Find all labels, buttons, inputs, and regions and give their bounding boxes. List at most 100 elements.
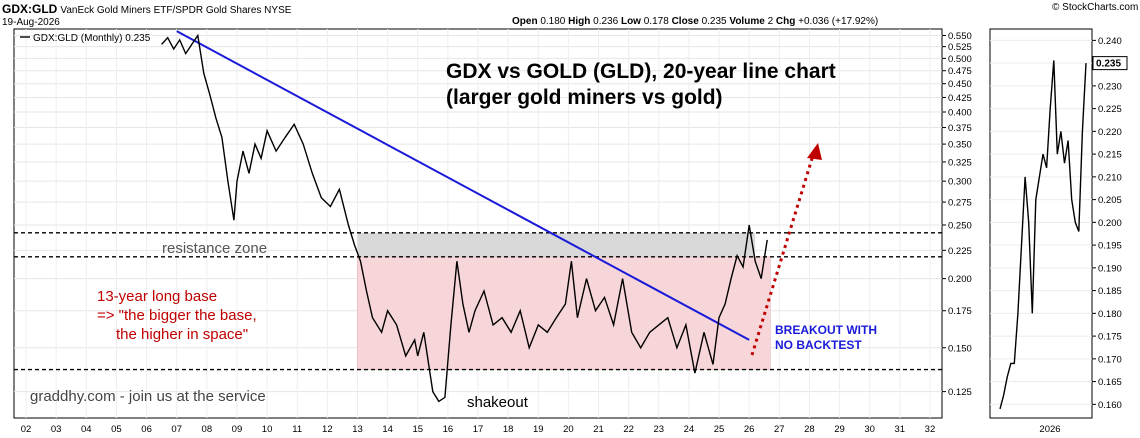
mini-last-value-tag: 0.235 bbox=[1092, 56, 1128, 71]
main-x-tick-label: 04 bbox=[81, 424, 92, 435]
main-x-tick-label: 30 bbox=[864, 424, 875, 435]
main-y-tick-label: 0.400 bbox=[948, 108, 972, 119]
main-y-tick-label: 0.125 bbox=[948, 387, 972, 398]
high-value: 0.236 bbox=[593, 16, 619, 27]
main-y-tick-label: 0.200 bbox=[948, 274, 972, 285]
main-x-tick-label: 32 bbox=[925, 424, 936, 435]
main-y-tick-label: 0.150 bbox=[948, 343, 972, 354]
mini-y-tick-label: 0.240 bbox=[1098, 36, 1122, 47]
main-x-tick-label: 13 bbox=[352, 424, 363, 435]
base-label-line2: => "the bigger the base, bbox=[97, 307, 257, 324]
main-x-tick-label: 29 bbox=[834, 424, 845, 435]
main-x-tick-label: 28 bbox=[804, 424, 815, 435]
main-y-tick-label: 0.175 bbox=[948, 306, 972, 317]
main-y-tick-label: 0.275 bbox=[948, 198, 972, 209]
main-x-tick-label: 06 bbox=[141, 424, 152, 435]
high-label: High bbox=[568, 16, 591, 27]
main-x-tick-label: 16 bbox=[443, 424, 454, 435]
main-x-tick-label: 23 bbox=[653, 424, 664, 435]
main-x-tick-label: 27 bbox=[774, 424, 785, 435]
watermark-label: graddhy.com - join us at the service bbox=[30, 388, 266, 405]
low-value: 0.178 bbox=[643, 16, 669, 27]
main-last-value-box bbox=[943, 0, 944, 1]
symbol-description: VanEck Gold Miners ETF/SPDR Gold Shares … bbox=[60, 5, 292, 16]
main-x-tick-label: 03 bbox=[51, 424, 62, 435]
main-x-tick-label: 07 bbox=[171, 424, 182, 435]
main-x-tick-label: 18 bbox=[503, 424, 514, 435]
open-value: 0.180 bbox=[540, 16, 566, 27]
main-x-tick-label: 14 bbox=[382, 424, 393, 435]
base-label-line3: the higher in space" bbox=[116, 326, 248, 343]
breakout-label-line2: NO BACKTEST bbox=[775, 338, 862, 352]
annotation-title-line1: GDX vs GOLD (GLD), 20-year line chart bbox=[446, 60, 836, 83]
main-x-tick-label: 20 bbox=[563, 424, 574, 435]
open-label: Open bbox=[512, 16, 538, 27]
volume-value: 2 bbox=[767, 16, 774, 27]
mini-y-tick-label: 0.230 bbox=[1098, 81, 1122, 92]
mini-y-tick-label: 0.215 bbox=[1098, 150, 1122, 161]
main-x-tick-label: 21 bbox=[593, 424, 604, 435]
mini-price-line bbox=[999, 60, 1087, 410]
mini-y-tick-label: 0.200 bbox=[1098, 218, 1122, 229]
mini-y-tick-label: 0.185 bbox=[1098, 286, 1122, 297]
main-y-tick-label: 0.525 bbox=[948, 42, 972, 53]
mini-x-axis: 2026 bbox=[1039, 424, 1060, 435]
main-y-tick-label: 0.425 bbox=[948, 93, 972, 104]
mini-y-tick-label: 0.160 bbox=[1098, 400, 1122, 411]
main-y-tick-label: 0.450 bbox=[948, 79, 972, 90]
mini-x-tick-label: 2026 bbox=[1039, 424, 1060, 435]
mini-last-value: 0.235 bbox=[1096, 59, 1121, 70]
ohlc-readout: Open 0.180 High 0.236 Low 0.178 Close 0.… bbox=[512, 16, 878, 27]
mini-y-tick-label: 0.205 bbox=[1098, 195, 1122, 206]
annotation-title-line2: (larger gold miners vs gold) bbox=[446, 86, 723, 109]
mini-y-tick-label: 0.165 bbox=[1098, 377, 1122, 388]
main-y-tick-label: 0.300 bbox=[948, 177, 972, 188]
downtrend-line bbox=[176, 30, 750, 341]
shakeout-label: shakeout bbox=[467, 394, 529, 411]
main-x-tick-label: 02 bbox=[21, 424, 32, 435]
chg-value: +0.036 (+17.92%) bbox=[798, 16, 879, 27]
mini-y-axis: 0.240 0.235 0.230 0.225 0.220 0.215 0.210 0.205… bbox=[1092, 36, 1122, 411]
symbol-label: GDX:GLD bbox=[2, 2, 58, 16]
mini-y-tick-label: 0.235 bbox=[1098, 59, 1122, 70]
main-x-axis: 02 03 04 05 06 07 08 09 10 11 12 13 14 15 16 17 18 19 20 21… bbox=[21, 424, 935, 435]
mini-gridlines bbox=[990, 39, 1092, 405]
main-y-tick-label: 0.475 bbox=[948, 66, 972, 77]
main-x-tick-label: 25 bbox=[714, 424, 725, 435]
main-x-tick-label: 11 bbox=[292, 424, 302, 435]
resistance-zone-label: resistance zone bbox=[162, 240, 267, 257]
main-x-tick-label: 10 bbox=[262, 424, 273, 435]
main-x-tick-label: 15 bbox=[412, 424, 423, 435]
breakout-label-line1: BREAKOUT WITH bbox=[775, 323, 877, 337]
main-y-tick-label: 0.350 bbox=[948, 140, 972, 151]
mini-y-tick-label: 0.170 bbox=[1098, 354, 1122, 365]
main-x-tick-label: 08 bbox=[202, 424, 213, 435]
main-x-tick-label: 12 bbox=[322, 424, 333, 435]
chart-date: 19-Aug-2026 bbox=[2, 17, 60, 28]
source-credit: © StockCharts.com bbox=[1052, 2, 1139, 13]
mini-y-tick-label: 0.220 bbox=[1098, 127, 1122, 138]
main-x-tick-label: 19 bbox=[533, 424, 544, 435]
base-zone bbox=[357, 256, 771, 370]
base-label-line1: 13-year long base bbox=[97, 288, 217, 305]
mini-y-tick-label: 0.175 bbox=[1098, 332, 1122, 343]
low-label: Low bbox=[620, 16, 641, 27]
close-label: Close bbox=[671, 16, 699, 27]
legend-label: GDX:GLD (Monthly) 0.235 bbox=[33, 33, 151, 44]
breakout-arrowhead bbox=[807, 143, 822, 160]
mini-y-tick-label: 0.195 bbox=[1098, 241, 1122, 252]
price-series-line bbox=[161, 33, 768, 403]
chg-label: Chg bbox=[775, 16, 796, 27]
main-gridlines bbox=[14, 29, 942, 418]
main-y-tick-label: 0.225 bbox=[948, 246, 972, 257]
volume-label: Volume bbox=[729, 16, 765, 27]
main-y-tick-label: 0.250 bbox=[948, 220, 972, 231]
main-x-tick-label: 22 bbox=[623, 424, 634, 435]
breakout-arrow bbox=[750, 151, 816, 356]
header-bar: GDX:GLD VanEck Gold Miners ETF/SPDR Gold… bbox=[2, 2, 291, 16]
close-value: 0.235 bbox=[701, 16, 727, 27]
mini-y-tick-label: 0.210 bbox=[1098, 172, 1122, 183]
main-y-tick-label: 0.375 bbox=[948, 123, 972, 134]
